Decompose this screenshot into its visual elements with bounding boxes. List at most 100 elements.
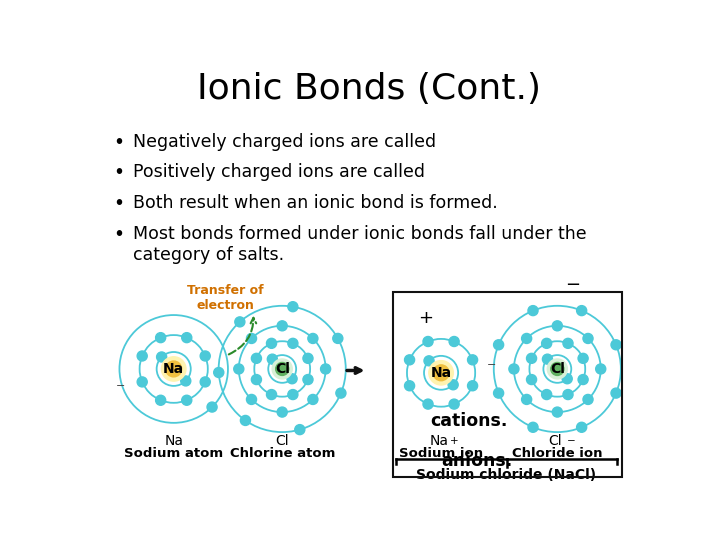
Circle shape — [526, 375, 536, 384]
Circle shape — [449, 336, 459, 347]
Text: Sodium atom: Sodium atom — [124, 447, 223, 460]
Text: Na: Na — [429, 434, 449, 448]
Text: •: • — [113, 194, 125, 213]
Circle shape — [181, 395, 192, 405]
Circle shape — [287, 374, 297, 384]
Circle shape — [509, 364, 519, 374]
Circle shape — [449, 399, 459, 409]
Circle shape — [303, 353, 313, 363]
Text: Na: Na — [431, 366, 451, 380]
Text: −: − — [487, 360, 496, 370]
Circle shape — [251, 375, 261, 384]
Circle shape — [156, 395, 166, 405]
Circle shape — [267, 354, 277, 364]
Circle shape — [583, 334, 593, 343]
Circle shape — [266, 339, 276, 348]
Circle shape — [552, 407, 562, 417]
Text: Chloride ion: Chloride ion — [512, 447, 603, 460]
Text: Na: Na — [163, 362, 184, 376]
Circle shape — [251, 353, 261, 363]
Circle shape — [552, 321, 562, 331]
Circle shape — [137, 377, 147, 387]
Circle shape — [578, 353, 588, 363]
Circle shape — [207, 402, 217, 412]
Circle shape — [166, 361, 181, 377]
Circle shape — [246, 394, 256, 404]
Text: −: − — [115, 381, 125, 391]
Circle shape — [424, 356, 434, 366]
Circle shape — [423, 336, 433, 347]
Circle shape — [611, 340, 621, 350]
Circle shape — [494, 388, 504, 398]
Circle shape — [542, 354, 552, 364]
Text: anions.: anions. — [441, 452, 513, 470]
Circle shape — [277, 407, 287, 417]
Text: Negatively charged ions are called: Negatively charged ions are called — [132, 132, 441, 151]
Circle shape — [526, 353, 536, 363]
Circle shape — [294, 424, 305, 435]
Circle shape — [551, 362, 564, 375]
Circle shape — [521, 394, 531, 404]
Circle shape — [405, 381, 415, 391]
Circle shape — [494, 340, 504, 350]
Circle shape — [161, 357, 186, 381]
Circle shape — [521, 334, 531, 343]
Circle shape — [277, 321, 287, 331]
Text: Both result when an ionic bond is formed.: Both result when an ionic bond is formed… — [132, 194, 498, 212]
Circle shape — [577, 306, 587, 315]
Circle shape — [467, 355, 477, 365]
Circle shape — [137, 351, 147, 361]
Text: Chlorine atom: Chlorine atom — [230, 447, 335, 460]
Text: Positively charged ions are called: Positively charged ions are called — [132, 164, 430, 181]
Circle shape — [288, 339, 298, 348]
Circle shape — [308, 334, 318, 343]
Circle shape — [320, 364, 330, 374]
Text: Transfer of
electron: Transfer of electron — [187, 284, 264, 312]
Text: Sodium chloride (NaCl): Sodium chloride (NaCl) — [416, 468, 597, 482]
Circle shape — [547, 359, 567, 379]
Text: Most bonds formed under ionic bonds fall under the
category of salts.: Most bonds formed under ionic bonds fall… — [132, 225, 586, 264]
Circle shape — [240, 415, 251, 426]
Circle shape — [541, 389, 552, 400]
Circle shape — [467, 381, 477, 391]
Text: Ionic Bonds (Cont.): Ionic Bonds (Cont.) — [197, 72, 541, 106]
Circle shape — [181, 333, 192, 343]
Bar — [393, 292, 621, 477]
Circle shape — [303, 375, 313, 384]
Circle shape — [234, 364, 244, 374]
Circle shape — [528, 306, 538, 315]
Circle shape — [336, 388, 346, 398]
Text: +: + — [451, 436, 459, 446]
Circle shape — [595, 364, 606, 374]
Text: Cl: Cl — [548, 434, 562, 448]
Circle shape — [578, 375, 588, 384]
Circle shape — [611, 388, 621, 398]
Text: +: + — [418, 309, 433, 327]
Text: Sodium ion: Sodium ion — [399, 447, 483, 460]
Circle shape — [308, 394, 318, 404]
Circle shape — [266, 389, 276, 400]
Circle shape — [562, 374, 572, 384]
Circle shape — [181, 376, 191, 386]
Text: Na: Na — [164, 434, 183, 448]
Text: cations.: cations. — [430, 412, 508, 430]
Circle shape — [272, 359, 292, 379]
Text: −: − — [567, 436, 575, 446]
Circle shape — [288, 389, 298, 400]
Circle shape — [583, 394, 593, 404]
Circle shape — [333, 333, 343, 343]
Circle shape — [200, 351, 210, 361]
Circle shape — [276, 362, 289, 375]
Text: Cl: Cl — [550, 362, 564, 376]
Circle shape — [423, 399, 433, 409]
Circle shape — [541, 339, 552, 348]
Circle shape — [433, 365, 449, 381]
Text: •: • — [113, 225, 125, 244]
Circle shape — [429, 361, 454, 385]
Text: −: − — [565, 276, 580, 294]
Text: •: • — [113, 132, 125, 152]
Circle shape — [288, 302, 298, 312]
Text: Cl: Cl — [275, 362, 289, 376]
Circle shape — [563, 389, 573, 400]
Circle shape — [156, 333, 166, 343]
